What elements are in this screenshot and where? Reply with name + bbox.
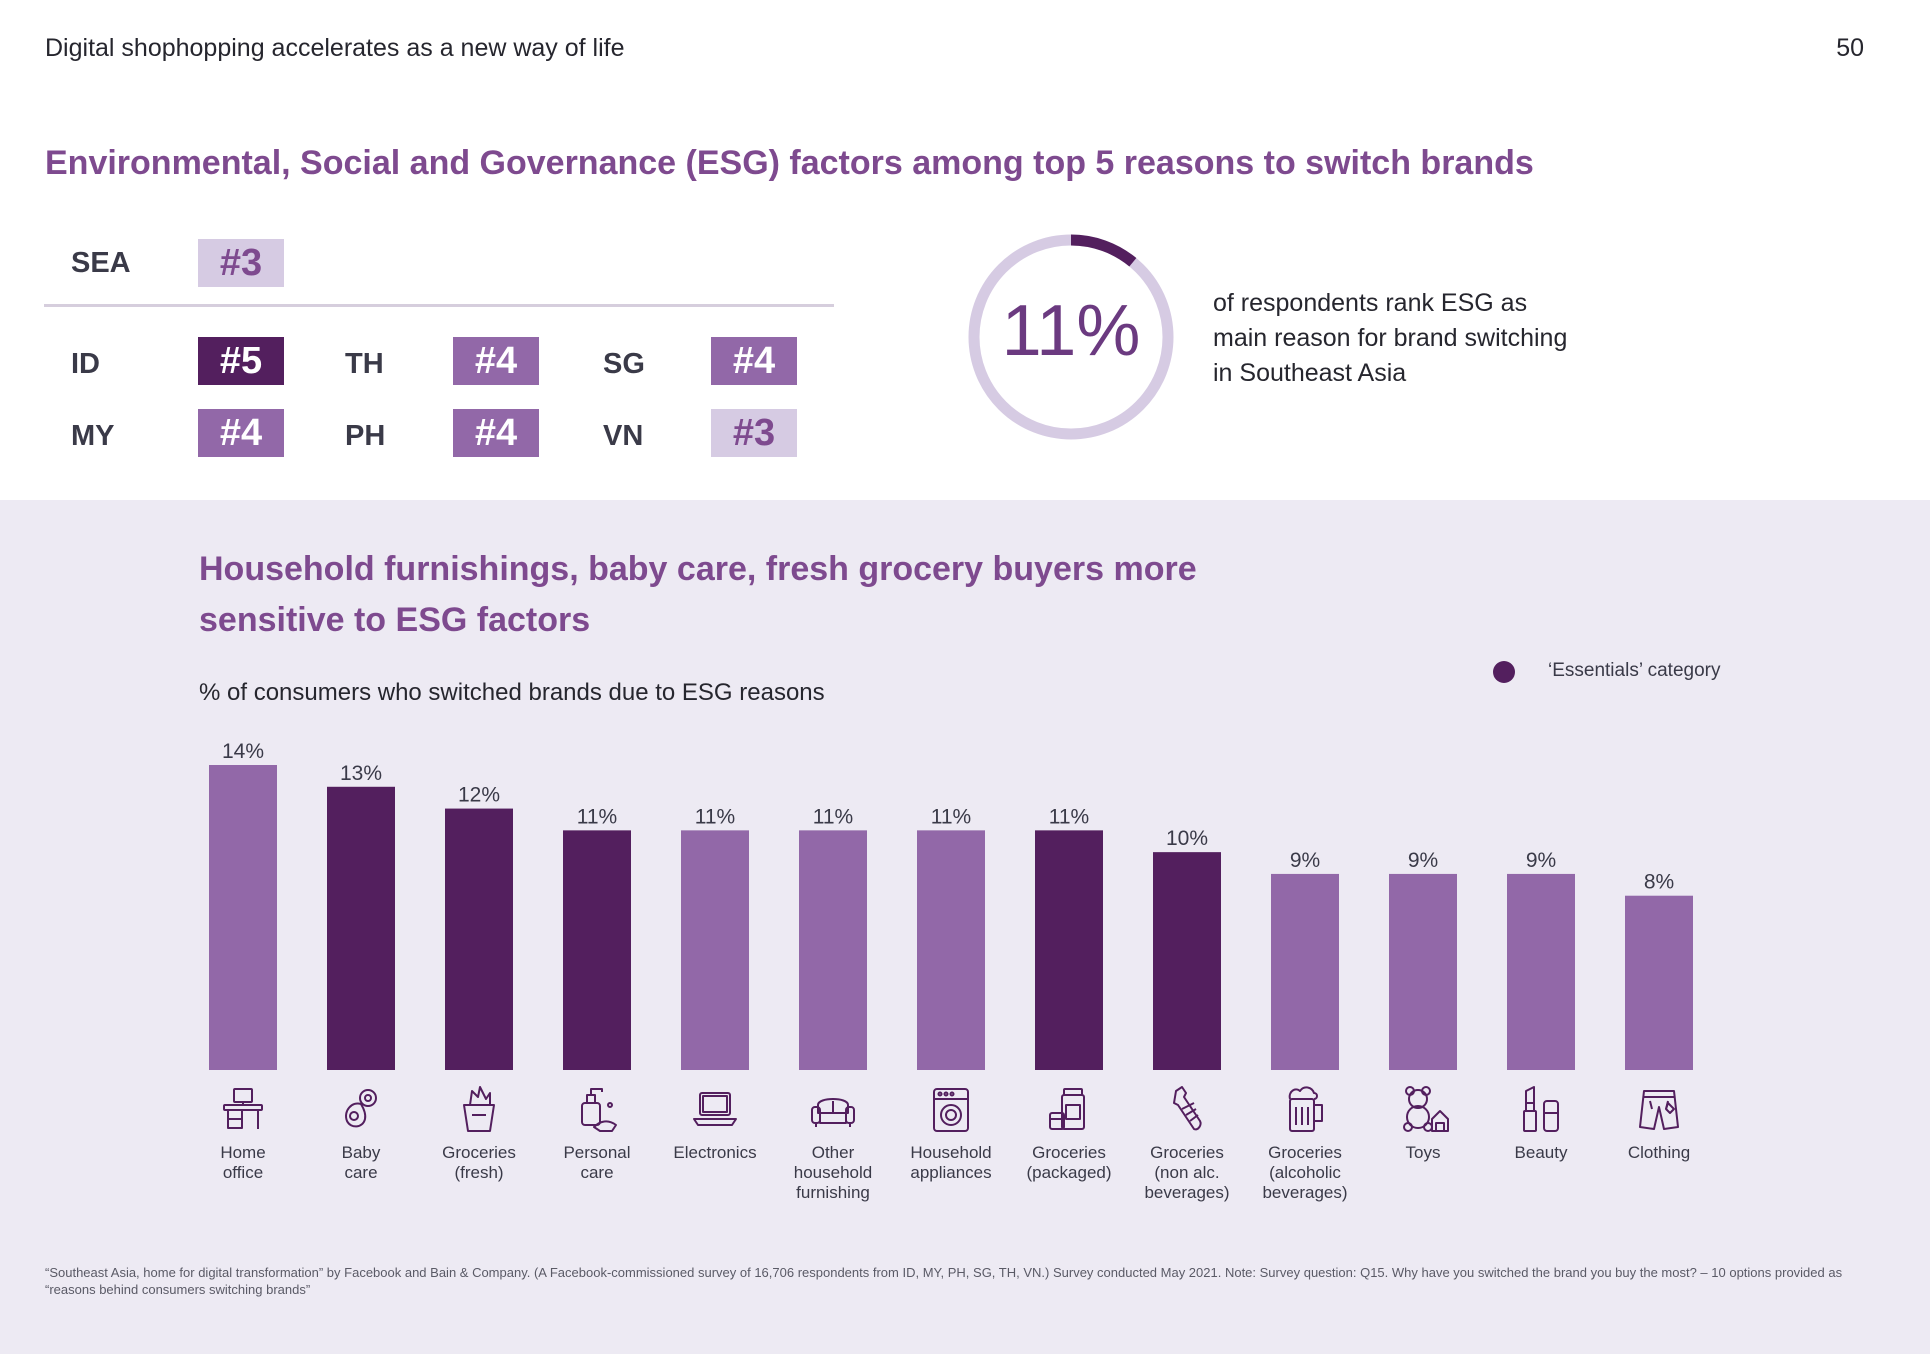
legend-essentials-label: ‘Essentials’ category [1548,660,1721,681]
category-label: Groceries (packaged) [1026,1143,1112,1182]
category-2: Groceries (fresh) [420,1083,538,1183]
legend-essentials-dot [1493,661,1515,683]
category-6: Household appliances [892,1083,1010,1183]
page-number: 50 [1836,34,1864,62]
country-label-sg: SG [603,348,645,380]
country-label-my: MY [71,420,115,452]
country-label-th: TH [345,348,384,380]
category-4: Electronics [656,1083,774,1163]
washing-machine-icon [933,1088,969,1132]
country-rank-badge-id: #5 [198,337,284,385]
footnote: “Southeast Asia, home for digital transf… [45,1265,1843,1297]
desk-icon [223,1088,263,1129]
category-label: Groceries (fresh) [442,1143,516,1182]
category-label: Baby care [341,1143,381,1182]
stat-value: 11% [1001,291,1141,371]
category-label: Personal care [563,1143,631,1182]
category-3: Personal care [538,1083,656,1183]
category-label: Groceries (non alc. beverages) [1144,1143,1230,1202]
category-10: Toys [1364,1083,1482,1163]
country-label-id: ID [71,348,100,380]
bottle-icon [1173,1086,1202,1131]
esg-donut-chart [968,234,1174,440]
pacifier-icon [345,1089,377,1128]
category-5: Other household furnishing [774,1083,892,1203]
category-label: Other household furnishing [793,1143,873,1202]
country-rank-badge-vn: #3 [711,409,797,457]
stat-description: of respondents rank ESG as main reason f… [1213,289,1568,387]
category-7: Groceries (packaged) [1010,1083,1128,1183]
donut-progress-arc [968,234,1174,440]
shorts-icon [1639,1090,1679,1130]
category-label: Household appliances [910,1143,992,1182]
country-rank-badge-my: #4 [198,409,284,457]
category-label: Clothing [1627,1143,1691,1162]
teddy-bear-icon [1403,1086,1449,1132]
country-rank-badge-sg: #4 [711,337,797,385]
sea-rank-badge: #3 [198,239,284,287]
category-9: Groceries (alcoholic beverages) [1246,1083,1364,1203]
sofa-icon [811,1098,855,1127]
chart-subtitle: % of consumers who switched brands due t… [199,679,825,706]
country-rank-badge-th: #4 [453,337,539,385]
soap-dispenser-icon [581,1088,617,1132]
country-label-vn: VN [603,420,644,452]
country-rank-badge-ph: #4 [453,409,539,457]
category-label: Groceries (alcoholic beverages) [1262,1143,1348,1202]
category-8: Groceries (non alc. beverages) [1128,1083,1246,1203]
category-label: Toys [1405,1143,1441,1162]
category-11: Beauty [1482,1083,1600,1163]
grocery-bag-icon [463,1086,495,1132]
category-label: Home office [220,1143,266,1182]
lipstick-icon [1523,1086,1559,1132]
category-1: Baby care [302,1083,420,1183]
country-label-ph: PH [345,420,386,452]
section-heading: Household furnishings, baby care, fresh … [199,550,1197,639]
jar-icon [1049,1088,1085,1130]
category-0: Home office [184,1083,302,1183]
sea-label: SEA [71,247,131,279]
category-label: Beauty [1514,1143,1568,1162]
rank-divider [44,304,834,307]
header-title: Digital shophopping accelerates as a new… [45,34,625,62]
category-label: Electronics [673,1143,757,1162]
esg-heading: Environmental, Social and Governance (ES… [45,144,1534,182]
laptop-icon [693,1092,737,1126]
category-12: Clothing [1600,1083,1718,1163]
beer-mug-icon [1288,1086,1323,1132]
